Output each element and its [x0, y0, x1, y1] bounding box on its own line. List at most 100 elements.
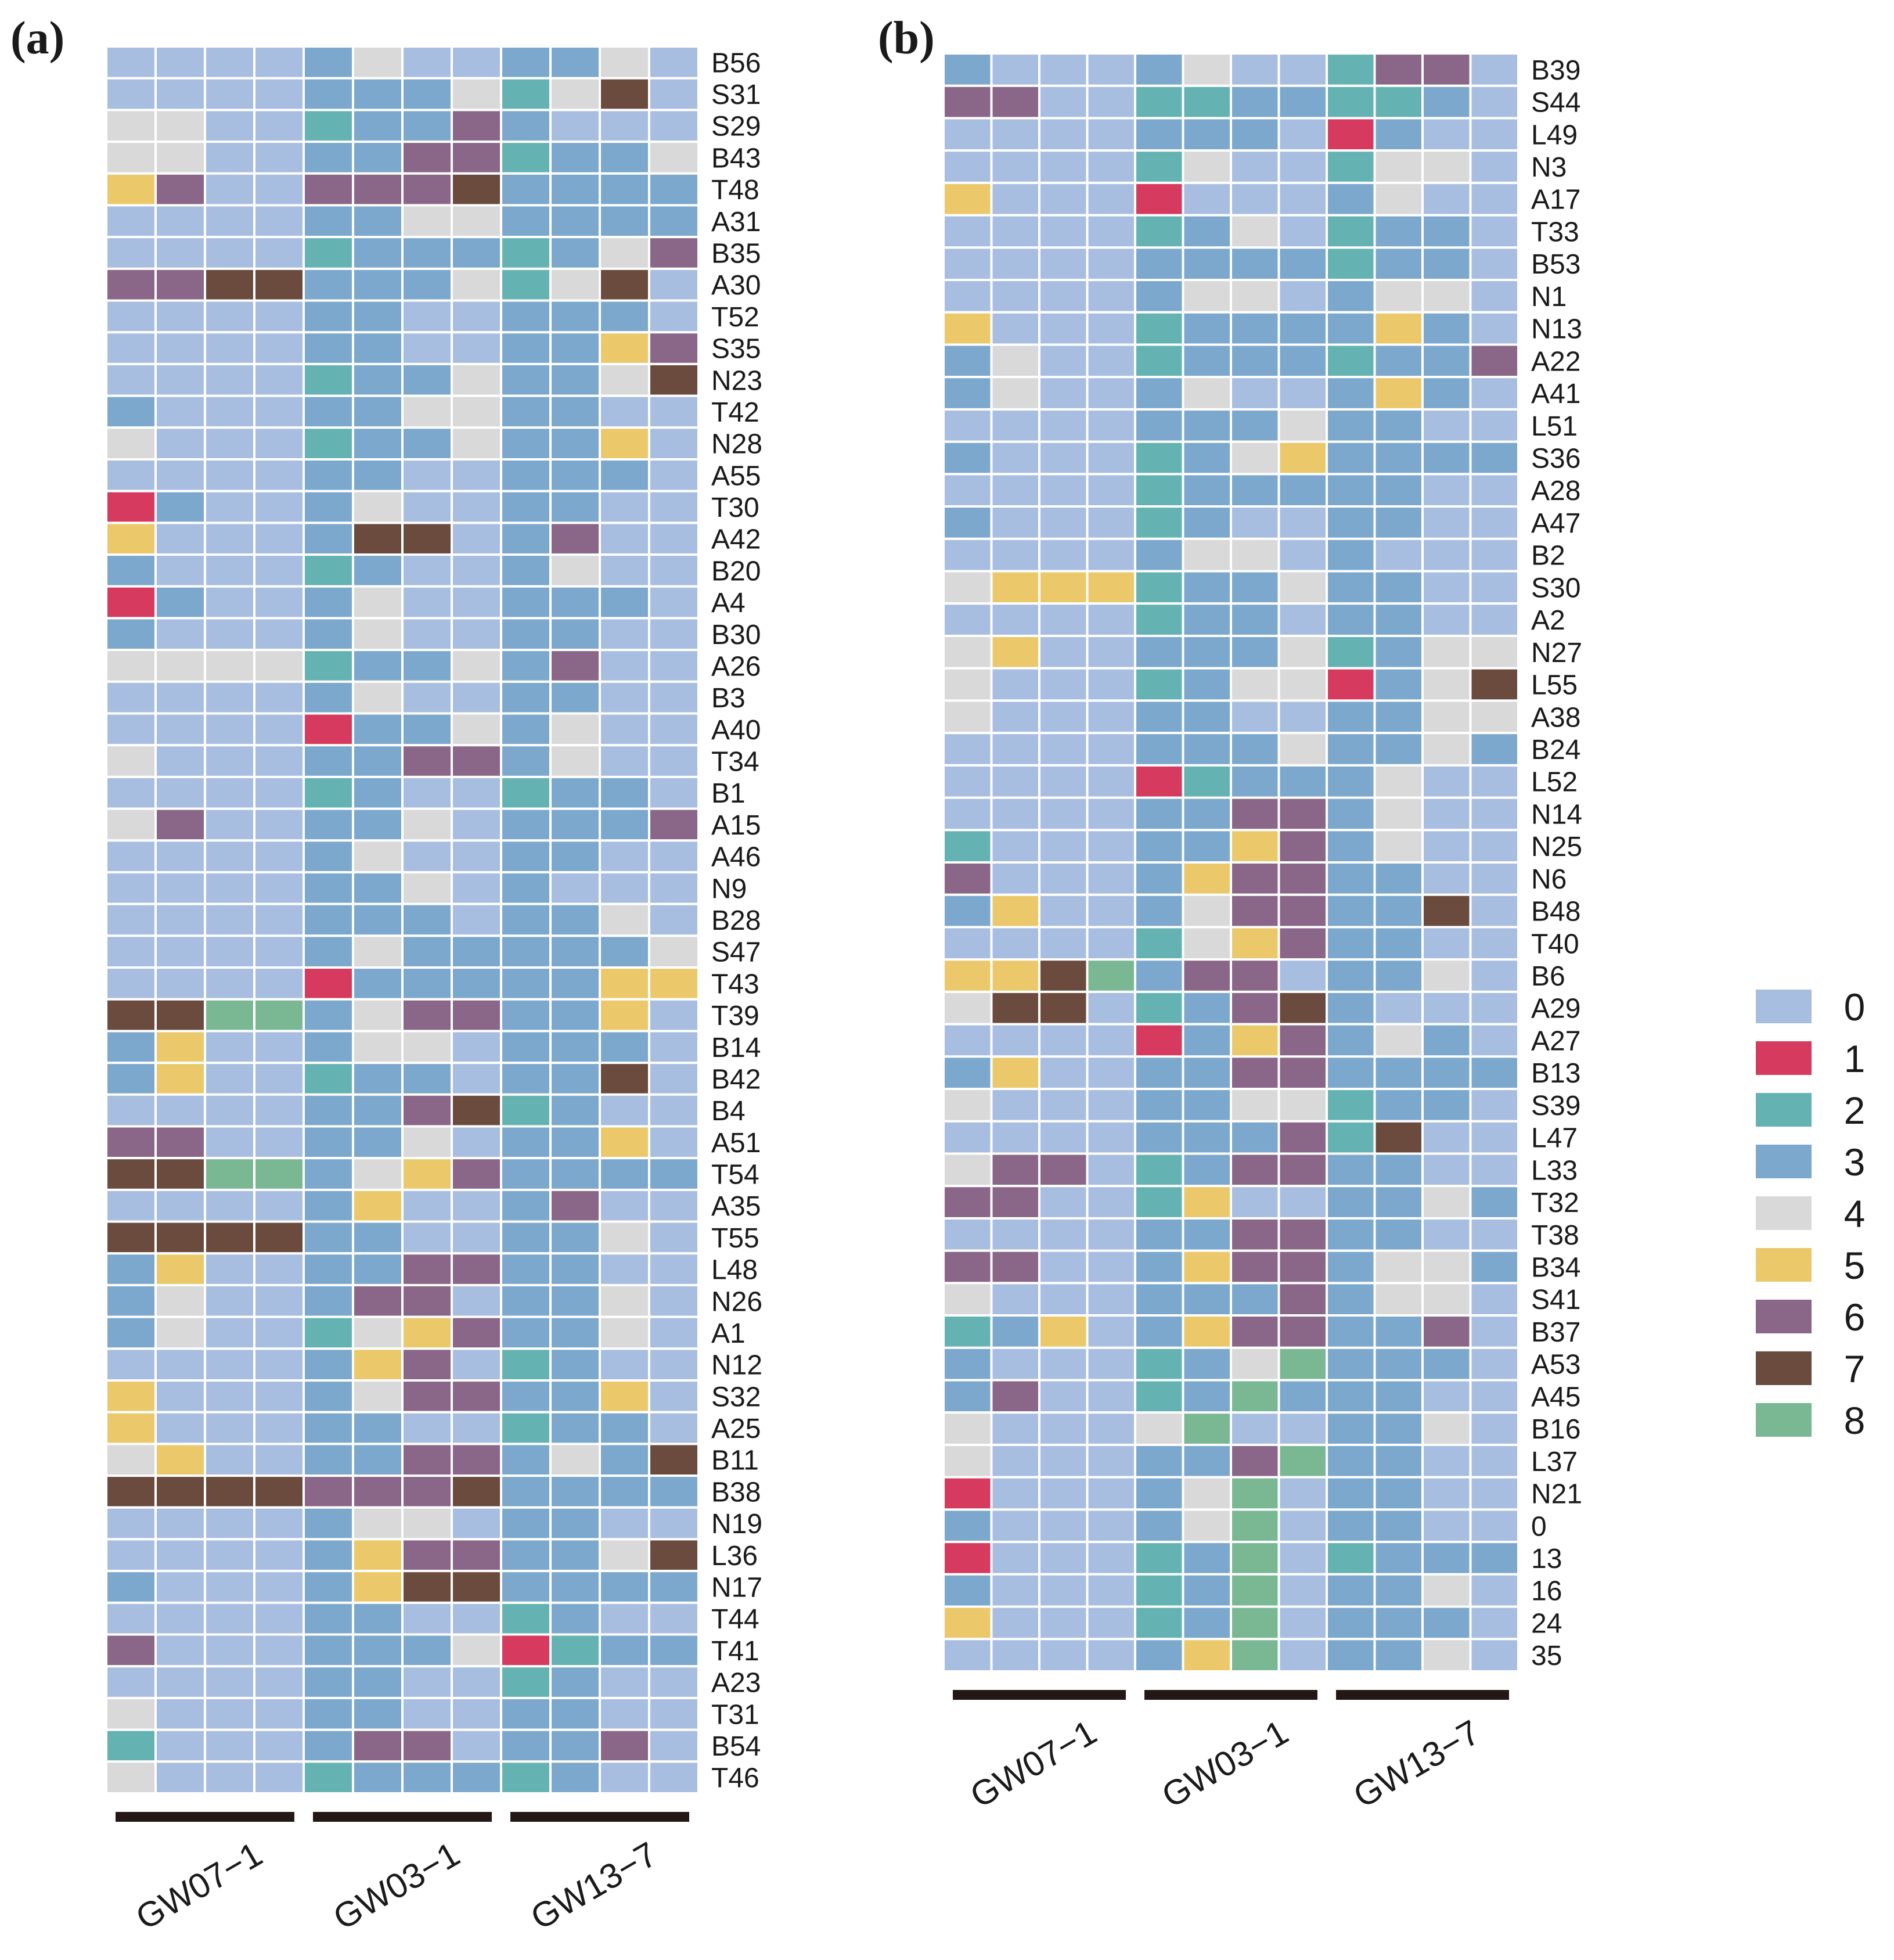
heatmap-cell: [1038, 1088, 1089, 1123]
heatmap-cell: [253, 1538, 305, 1573]
heatmap-cell: [451, 1315, 502, 1350]
heatmap-cell: [1277, 440, 1328, 476]
heatmap-cell: [154, 649, 206, 683]
heatmap-cell: [253, 172, 305, 207]
heatmap-cell: [401, 1347, 453, 1382]
heatmap-cell: [1038, 1605, 1089, 1641]
heatmap-cell: [401, 1728, 453, 1763]
heatmap-cell: [401, 998, 453, 1033]
row-label: B48: [1531, 897, 1580, 927]
heatmap-cell: [105, 902, 157, 937]
heatmap-cell: [549, 141, 601, 175]
legend-swatch: [1753, 1194, 1814, 1232]
row-label: A2: [1531, 605, 1565, 636]
heatmap-cell: [1086, 473, 1136, 508]
heatmap-cell: [500, 1696, 552, 1731]
heatmap-cell: [105, 1252, 157, 1286]
row-label: L33: [1531, 1155, 1578, 1186]
heatmap-cell: [1277, 1282, 1328, 1317]
heatmap-cell: [648, 236, 700, 270]
heatmap-cell: [990, 764, 1040, 799]
heatmap-cell: [401, 934, 453, 969]
heatmap-cell: [105, 1315, 157, 1350]
heatmap-cell: [154, 109, 206, 143]
heatmap-cell: [1230, 52, 1280, 87]
legend-label: 2: [1844, 1089, 1866, 1132]
heatmap-cell: [990, 440, 1040, 476]
heatmap-cell: [549, 1062, 601, 1096]
heatmap-cell: [204, 1728, 255, 1763]
heatmap-cell: [990, 117, 1040, 152]
heatmap-cell: [1134, 84, 1184, 120]
heatmap-cell: [599, 45, 650, 80]
heatmap-cell: [648, 1315, 700, 1350]
row-label: N1: [1531, 282, 1567, 312]
heatmap-cell: [1134, 1152, 1184, 1188]
group-label: GW13−7: [1347, 1713, 1486, 1815]
heatmap-cell: [1326, 1411, 1376, 1446]
heatmap-cell: [1230, 149, 1280, 184]
heatmap-cell: [1134, 1638, 1184, 1673]
heatmap-cell: [648, 1188, 700, 1223]
heatmap-cell: [154, 1379, 206, 1414]
heatmap-cell: [253, 712, 305, 747]
heatmap-cell: [1086, 926, 1136, 961]
heatmap-cell: [500, 1475, 552, 1509]
heatmap-cell: [1373, 505, 1424, 540]
heatmap-cell: [942, 343, 993, 379]
heatmap-cell: [1469, 602, 1519, 637]
legend-label: 4: [1844, 1192, 1866, 1235]
heatmap-cell: [648, 1633, 700, 1668]
heatmap-cell: [549, 775, 601, 810]
heatmap-cell: [1230, 1379, 1280, 1414]
row-label: L49: [1531, 120, 1578, 150]
heatmap-cell: [1086, 602, 1136, 637]
heatmap-cell: [1134, 117, 1184, 152]
heatmap-cell: [401, 1157, 453, 1191]
heatmap-cell: [942, 1249, 993, 1285]
heatmap-cell: [500, 649, 552, 683]
heatmap-cell: [303, 617, 354, 652]
heatmap-cell: [253, 331, 305, 365]
heatmap-cell: [303, 807, 354, 842]
heatmap-cell: [1326, 117, 1376, 152]
heatmap-cell: [1421, 926, 1472, 961]
heatmap-cell: [599, 1125, 650, 1160]
heatmap-cell: [204, 998, 255, 1033]
heatmap-cell: [942, 1573, 993, 1608]
heatmap-cell: [1469, 829, 1519, 864]
heatmap-cell: [648, 934, 700, 969]
group-bar: [510, 1812, 689, 1822]
heatmap-cell: [1326, 181, 1376, 217]
heatmap-cell: [1134, 667, 1184, 702]
heatmap-cell: [648, 1601, 700, 1636]
heatmap-cell: [154, 1506, 206, 1541]
heatmap-cell: [1230, 408, 1280, 443]
heatmap-cell: [451, 807, 502, 842]
heatmap-cell: [303, 839, 354, 873]
heatmap-cell: [599, 775, 650, 810]
heatmap-cell: [204, 1475, 255, 1509]
heatmap-cell: [1230, 246, 1280, 282]
heatmap-cell: [1086, 1379, 1136, 1414]
heatmap-cell: [401, 1062, 453, 1096]
heatmap-cell: [253, 1283, 305, 1318]
heatmap-cell: [1421, 1282, 1472, 1317]
heatmap-cell: [401, 1665, 453, 1699]
heatmap-cell: [1182, 1055, 1232, 1091]
heatmap-cell: [401, 1252, 453, 1286]
row-label: L51: [1531, 411, 1578, 442]
heatmap-cell: [401, 267, 453, 302]
heatmap-cell: [1038, 1120, 1089, 1155]
heatmap-cell: [401, 649, 453, 683]
heatmap-cell: [105, 871, 157, 905]
heatmap-cell: [1277, 958, 1328, 993]
heatmap-cell: [1373, 958, 1424, 993]
heatmap-cell: [1277, 246, 1328, 282]
heatmap-cell: [549, 109, 601, 143]
heatmap-cell: [500, 1283, 552, 1318]
heatmap-cell: [599, 966, 650, 1001]
heatmap-cell: [204, 109, 255, 143]
heatmap-cell: [1038, 1217, 1089, 1252]
heatmap-cell: [303, 1665, 354, 1699]
